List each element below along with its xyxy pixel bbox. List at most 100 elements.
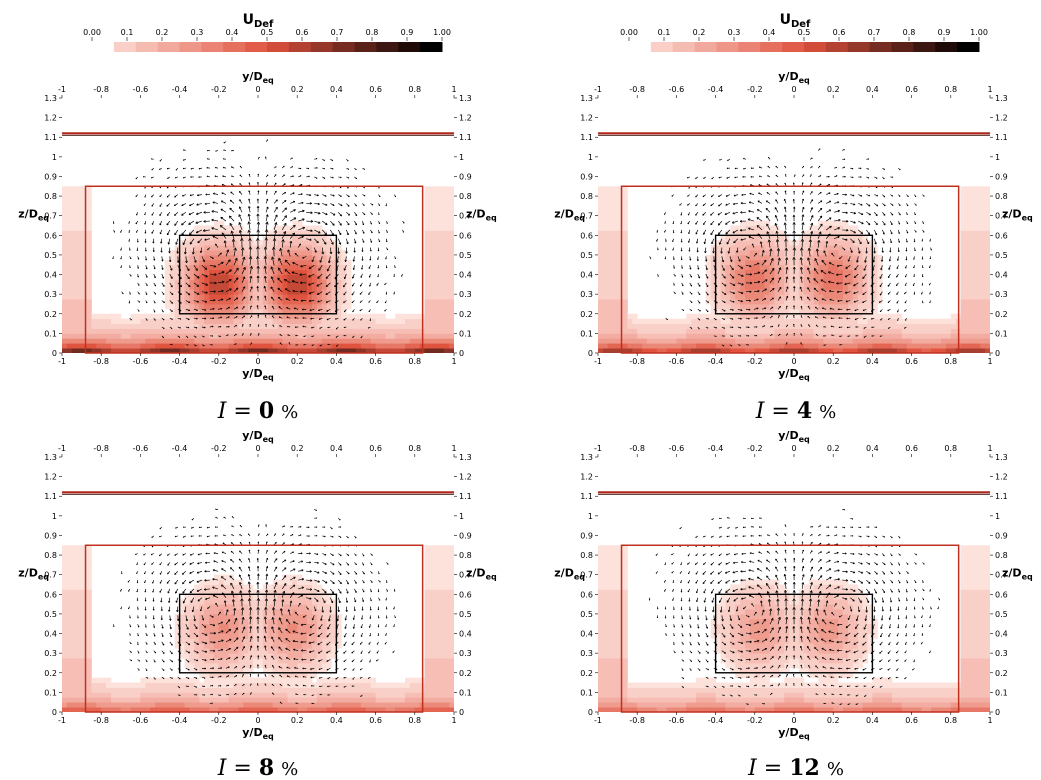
contour-cell <box>705 259 712 266</box>
vector-arrow-head <box>364 194 366 197</box>
contour-cell <box>882 343 888 349</box>
contour-cell <box>838 348 844 353</box>
vector-arrow <box>314 229 321 234</box>
contour-cell <box>341 279 347 285</box>
contour-cell <box>833 250 839 256</box>
contour-cell <box>449 230 454 236</box>
contour-cell <box>617 299 623 305</box>
contour-cell <box>321 235 327 241</box>
contour-cell <box>346 269 352 275</box>
contour-cell <box>833 220 839 226</box>
contour-cell <box>248 289 254 295</box>
vector-arrow <box>309 309 315 311</box>
vector-arrow-head <box>275 230 278 234</box>
contour-cell <box>921 333 927 339</box>
contour-cell <box>759 313 765 320</box>
contour-cell <box>444 284 450 290</box>
contour-cell <box>174 333 180 339</box>
contour-cell <box>632 328 638 334</box>
contour-cell <box>828 318 834 324</box>
contour-cell <box>218 220 225 226</box>
contour-cell <box>449 186 454 192</box>
contour-cell <box>316 338 323 344</box>
contour-cell <box>847 343 854 349</box>
contour-cell <box>808 299 814 305</box>
vector-arrow <box>225 279 232 284</box>
contour-cell <box>872 254 878 261</box>
vector-arrow <box>185 256 188 264</box>
contour-cell <box>86 333 92 339</box>
contour-cell <box>730 284 736 290</box>
contour-cell <box>444 289 450 295</box>
contour-cell <box>238 245 244 251</box>
contour-cell <box>150 333 156 339</box>
contour-cell <box>307 343 313 349</box>
contour-cell <box>297 333 303 339</box>
contour-cell <box>598 210 604 217</box>
contour-cell <box>243 259 249 266</box>
x-tick-label-bottom: 0.2 <box>291 357 304 366</box>
contour-cell <box>292 220 298 226</box>
contour-cell <box>189 235 195 241</box>
contour-cell <box>725 343 731 349</box>
contour-cell <box>843 284 849 290</box>
contour-cell <box>434 191 440 197</box>
contour-cell <box>439 269 445 275</box>
contour-cell <box>194 303 200 310</box>
contour-cell <box>769 254 775 261</box>
contour-cell <box>179 328 185 334</box>
vector-arrow-head <box>203 230 206 233</box>
contour-cell <box>892 338 898 344</box>
vector-arrow <box>201 264 207 270</box>
contour-cell <box>62 196 68 202</box>
contour-cell <box>223 264 229 271</box>
contour-cell <box>759 328 765 334</box>
contour-cell <box>287 264 293 271</box>
contour-cell <box>160 338 166 344</box>
vector-arrow-head <box>212 317 215 319</box>
contour-cell <box>434 215 440 221</box>
contour-cell <box>847 259 854 266</box>
contour-cell <box>754 240 761 246</box>
vector-arrow-head <box>265 246 268 250</box>
contour-cell <box>321 308 327 315</box>
contour-cell <box>199 289 205 295</box>
contour-cell <box>759 338 765 344</box>
contour-cell <box>66 230 73 236</box>
contour-cell <box>272 338 278 344</box>
vector-arrow-head <box>206 283 209 286</box>
contour-cell <box>86 210 92 217</box>
contour-cell <box>745 274 751 280</box>
contour-cell <box>439 318 445 324</box>
contour-cell <box>331 318 337 324</box>
contour-cell <box>424 220 430 226</box>
contour-cell <box>71 269 78 275</box>
contour-cell <box>612 245 618 251</box>
vector-arrow-head <box>263 265 266 269</box>
contour-cell <box>380 328 386 334</box>
contour-cell <box>779 269 785 275</box>
vector-arrow <box>212 201 219 204</box>
contour-cell <box>833 264 839 271</box>
vector-arrow-head <box>204 326 206 328</box>
contour-cell <box>174 254 180 261</box>
vector-arrow-head <box>277 288 279 291</box>
contour-cell <box>81 220 87 226</box>
x-tick-label-top: -1 <box>58 85 66 94</box>
contour-cell <box>351 318 357 324</box>
x-tick-label-top: 1 <box>451 85 456 94</box>
contour-cell <box>749 328 756 334</box>
contour-cell <box>71 186 78 192</box>
contour-cell <box>627 333 633 339</box>
contour-cell <box>745 299 751 305</box>
contour-cell <box>228 333 234 339</box>
contour-cell <box>833 328 839 334</box>
contour-cell <box>258 318 264 324</box>
contour-cell <box>228 279 234 285</box>
vector-arrow <box>229 199 235 204</box>
contour-cell <box>297 274 303 280</box>
contour-cell <box>307 289 313 295</box>
contour-cell <box>725 289 731 295</box>
contour-cell <box>764 289 770 295</box>
contour-cell <box>115 323 122 329</box>
